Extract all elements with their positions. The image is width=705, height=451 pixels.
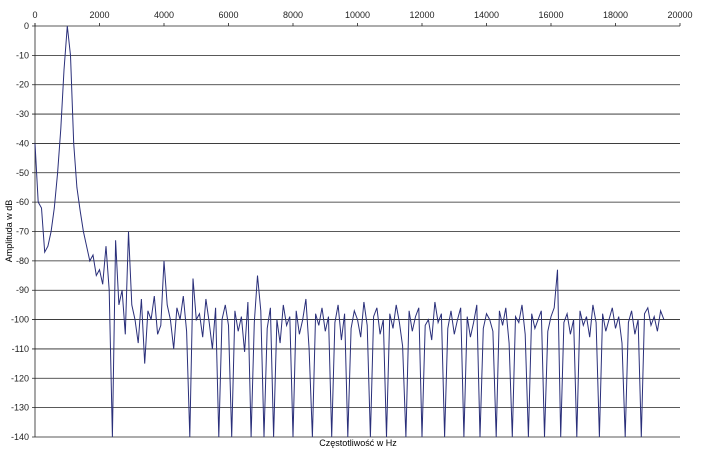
x-tick-label: 12000 [409, 10, 434, 20]
x-tick-label: 20000 [667, 10, 692, 20]
y-tick-label: -90 [16, 285, 29, 295]
y-tick-label: 0 [24, 21, 29, 31]
y-tick-label: -80 [16, 256, 29, 266]
y-tick-label: -20 [16, 80, 29, 90]
y-tick-label: -30 [16, 109, 29, 119]
x-tick-label: 18000 [603, 10, 628, 20]
y-tick-label: -60 [16, 197, 29, 207]
x-tick-label: 6000 [218, 10, 238, 20]
y-axis-label: Amplituda w dB [4, 200, 14, 263]
y-tick-label: -110 [12, 344, 29, 354]
y-tick-label: -120 [11, 373, 29, 383]
x-tick-label: 14000 [474, 10, 499, 20]
x-tick-label: 16000 [538, 10, 563, 20]
y-tick-label: -70 [16, 227, 29, 237]
x-tick-label: 4000 [154, 10, 174, 20]
series-line [34, 25, 665, 438]
x-tick-label: 0 [32, 10, 37, 20]
y-tick-label: -50 [16, 168, 29, 178]
y-tick-label: -10 [16, 50, 29, 60]
y-tick-label: -100 [11, 315, 29, 325]
x-tick-label: 2000 [89, 10, 109, 20]
y-tick-label: -40 [16, 138, 29, 148]
y-tick-label: -140 [11, 432, 29, 442]
x-axis-label: Częstotliwość w Hz [319, 438, 397, 448]
x-tick-label: 8000 [283, 10, 303, 20]
y-tick-label: -130 [11, 403, 29, 413]
x-tick-label: 10000 [345, 10, 370, 20]
